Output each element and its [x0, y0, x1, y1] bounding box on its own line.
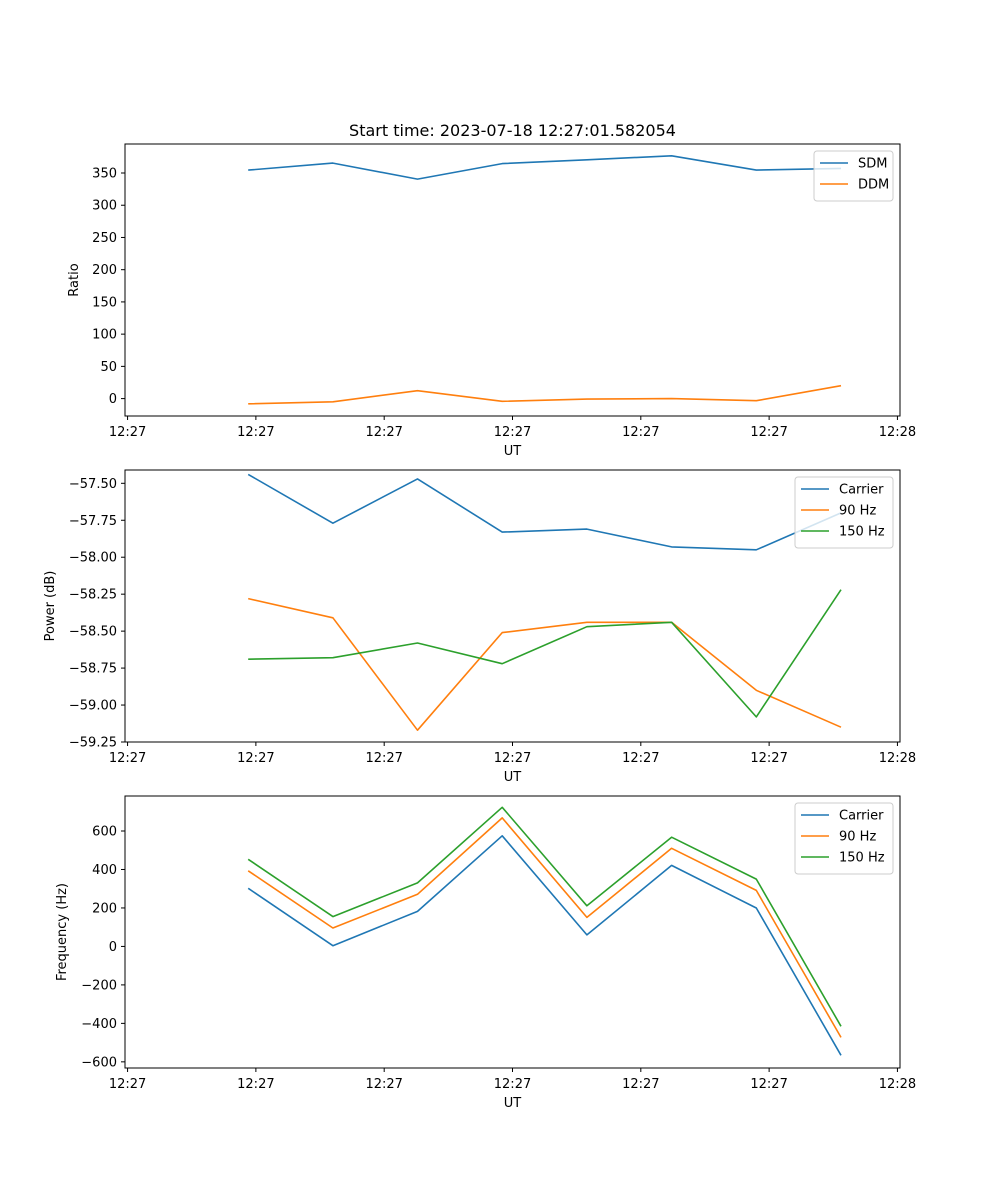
- x-tick-label: 12:27: [750, 751, 787, 766]
- x-tick-label: 12:28: [879, 751, 916, 766]
- x-tick-label: 12:27: [109, 425, 146, 440]
- legend: Carrier 90 Hz 150 Hz: [794, 802, 894, 875]
- y-tick-label: 200: [92, 263, 117, 278]
- y-tick-label: 350: [92, 167, 117, 182]
- series-line-150-hz: [247, 806, 842, 1027]
- x-tick-label: 12:27: [750, 1077, 787, 1092]
- x-tick-label: 12:28: [879, 1077, 916, 1092]
- y-tick-label: 150: [92, 295, 117, 310]
- y-tick-label: −400: [81, 1017, 117, 1032]
- legend-label: 150 Hz: [839, 851, 885, 866]
- y-tick-label: 200: [92, 901, 117, 916]
- y-tick-label: −600: [81, 1055, 117, 1070]
- y-axis-label: Ratio: [67, 263, 82, 296]
- x-tick-label: 12:27: [237, 751, 274, 766]
- y-tick-label: −57.75: [69, 514, 117, 529]
- x-tick-label: 12:27: [494, 425, 531, 440]
- x-tick-label: 12:27: [494, 1077, 531, 1092]
- legend-label: Carrier: [839, 809, 884, 824]
- y-tick-label: −59.00: [69, 699, 117, 714]
- x-tick-label: 12:27: [365, 1077, 402, 1092]
- series-line-carrier: [247, 834, 842, 1056]
- y-tick-label: −58.75: [69, 662, 117, 677]
- y-tick-label: −200: [81, 978, 117, 993]
- x-tick-label: 12:27: [109, 1077, 146, 1092]
- legend: SDM DDM: [813, 150, 894, 202]
- y-tick-label: 300: [92, 199, 117, 214]
- legend-label: 90 Hz: [839, 504, 876, 519]
- y-tick-label: 0: [109, 940, 117, 955]
- x-tick-label: 12:27: [622, 1077, 659, 1092]
- x-axis-label: UT: [504, 770, 522, 785]
- y-axis-label: Power (dB): [43, 571, 58, 642]
- legend-label: 150 Hz: [839, 525, 885, 540]
- legend-label: 90 Hz: [839, 830, 876, 845]
- y-tick-label: 50: [100, 360, 117, 375]
- y-axis-label: Frequency (Hz): [55, 883, 70, 981]
- x-tick-label: 12:27: [622, 751, 659, 766]
- y-tick-label: −58.00: [69, 551, 117, 566]
- y-tick-label: −58.50: [69, 625, 117, 640]
- y-tick-label: −59.25: [69, 736, 117, 751]
- y-tick-label: 100: [92, 328, 117, 343]
- legend-label: DDM: [858, 178, 889, 193]
- x-tick-label: 12:27: [622, 425, 659, 440]
- x-tick-label: 12:27: [109, 751, 146, 766]
- x-axis-label: UT: [504, 1096, 522, 1111]
- x-tick-label: 12:27: [237, 425, 274, 440]
- series-line-carrier: [247, 473, 842, 551]
- panel-3: 12:27 12:27 12:27 12:27 12:27 12:27 12:28 −600 −…: [55, 795, 916, 1111]
- legend-label: SDM: [858, 157, 887, 172]
- series-line-ddm: [248, 384, 842, 405]
- y-tick-label: −57.50: [69, 477, 117, 492]
- y-tick-label: 400: [92, 863, 117, 878]
- x-tick-label: 12:27: [365, 751, 402, 766]
- panel-2: 12:27 12:27 12:27 12:27 12:27 12:27 12:28 −59.2…: [43, 469, 916, 785]
- y-tick-label: 250: [92, 231, 117, 246]
- x-axis-label: UT: [504, 444, 522, 459]
- series-line-150-hz: [248, 589, 842, 718]
- chart-title: Start time: 2023-07-18 12:27:01.582054: [349, 121, 676, 140]
- x-tick-label: 12:28: [879, 425, 916, 440]
- series-line-90-hz: [247, 817, 842, 1038]
- legend-label: Carrier: [839, 483, 884, 498]
- panel-1: 12:27 12:27 12:27 12:27 12:27 12:27 12:28 0 50 10…: [67, 121, 916, 459]
- y-tick-label: 600: [92, 825, 117, 840]
- y-tick-label: −58.25: [69, 588, 117, 603]
- x-tick-label: 12:27: [750, 425, 787, 440]
- y-tick-label: 0: [109, 392, 117, 407]
- x-tick-label: 12:27: [365, 425, 402, 440]
- series-line-90-hz: [248, 597, 842, 732]
- x-tick-label: 12:27: [494, 751, 531, 766]
- legend: Carrier 90 Hz 150 Hz: [794, 476, 894, 549]
- x-tick-label: 12:27: [237, 1077, 274, 1092]
- series-line-sdm: [248, 155, 842, 180]
